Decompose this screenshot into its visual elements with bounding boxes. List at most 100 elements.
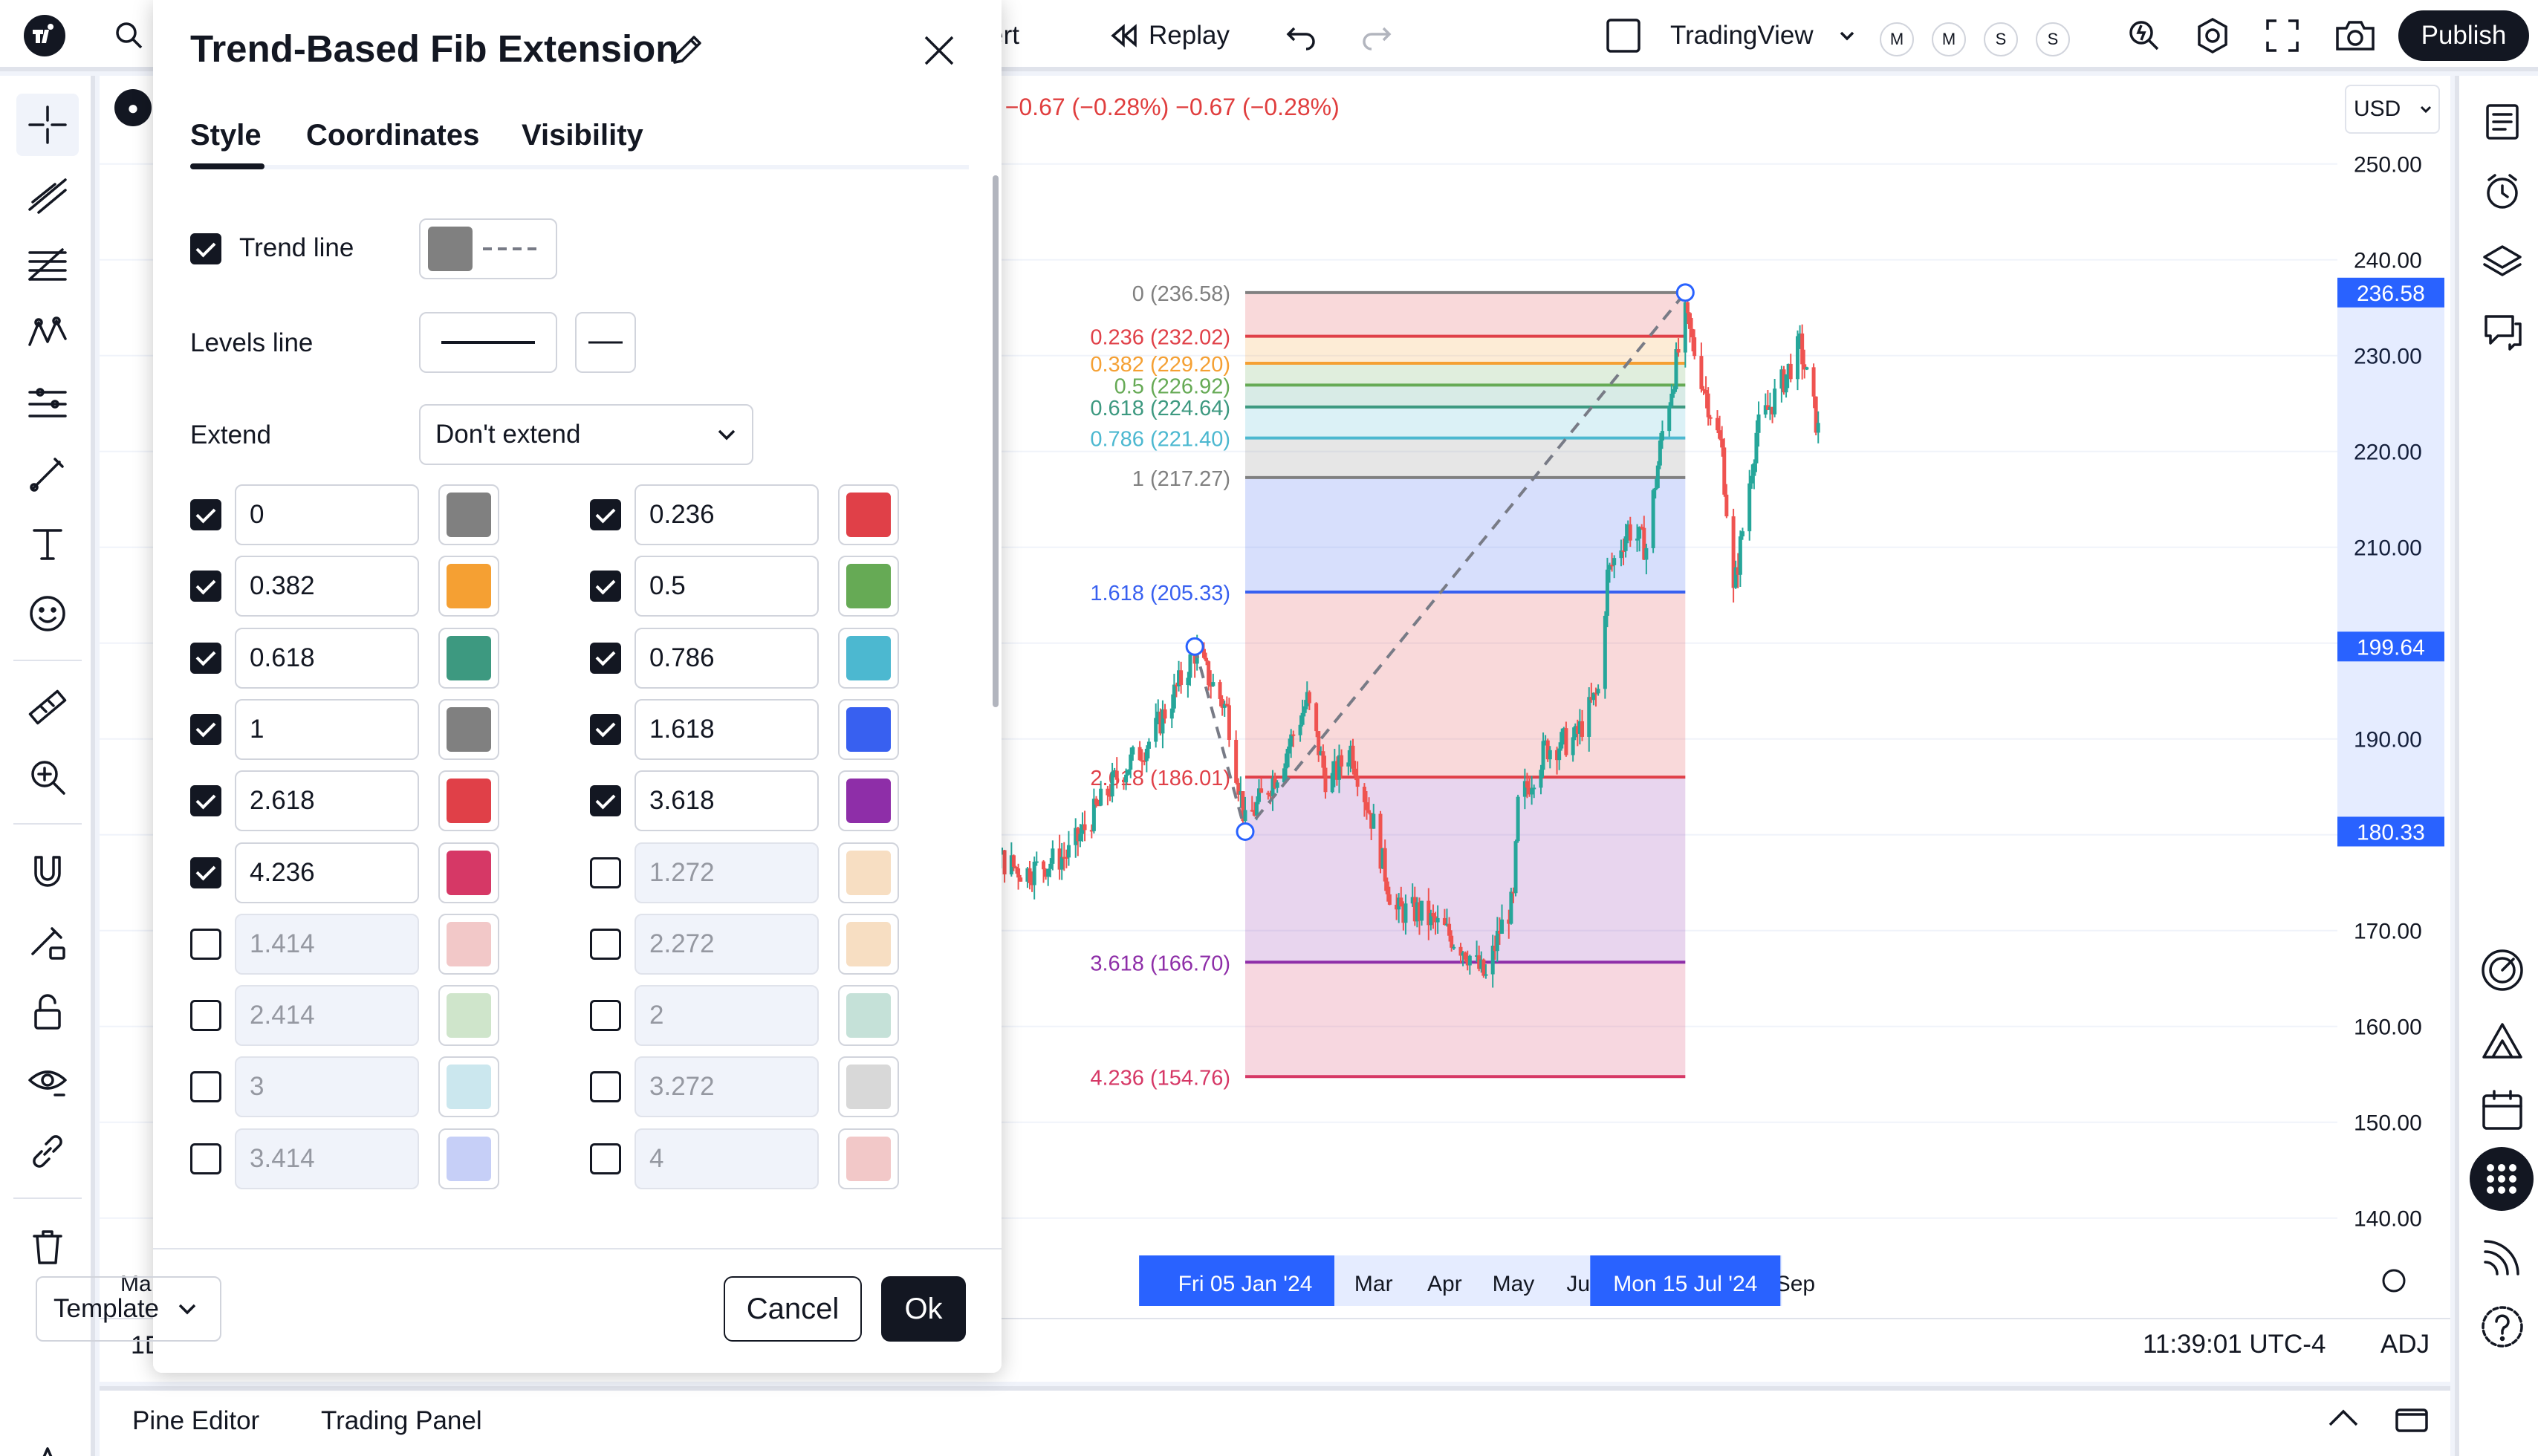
level-value-input[interactable]: 0.236 xyxy=(634,484,819,545)
crosshair-icon[interactable] xyxy=(16,94,79,156)
level-color-button[interactable] xyxy=(838,627,899,689)
chart-area[interactable]: 0 (236.58) 0.236 (232.02) 0.382 (229.20) 0.… xyxy=(100,76,2450,1382)
layout-chip-4[interactable]: S xyxy=(2036,22,2070,56)
chevron-up-icon[interactable] xyxy=(2326,1407,2361,1433)
help-icon[interactable] xyxy=(2474,1299,2531,1355)
chart-canvas[interactable]: 0 (236.58)0.236 (232.02)0.382 (229.20)0.… xyxy=(100,76,2450,1318)
tab-trading-panel[interactable]: Trading Panel xyxy=(321,1406,482,1435)
level-color-button[interactable] xyxy=(438,985,499,1047)
eye-icon[interactable] xyxy=(16,1050,79,1113)
level-value-input[interactable]: 3.414 xyxy=(235,1128,419,1189)
level-value-input[interactable]: 0.5 xyxy=(634,556,819,617)
level-checkbox[interactable] xyxy=(190,713,221,745)
level-color-button[interactable] xyxy=(438,1056,499,1118)
level-checkbox[interactable] xyxy=(190,928,221,960)
alarm-clock-icon[interactable] xyxy=(2474,163,2531,220)
publish-button[interactable]: Publish xyxy=(2398,10,2529,61)
tab-visibility[interactable]: Visibility xyxy=(522,119,643,152)
trend-anchor-handle[interactable] xyxy=(1185,637,1204,656)
level-value-input[interactable]: 1.618 xyxy=(634,698,819,760)
level-checkbox[interactable] xyxy=(590,1071,621,1103)
level-checkbox[interactable] xyxy=(590,1143,621,1174)
level-color-button[interactable] xyxy=(838,484,899,545)
layout-chip-2[interactable]: M xyxy=(1932,22,1966,56)
ok-button[interactable]: Ok xyxy=(881,1276,966,1342)
layout-chip-1[interactable]: M xyxy=(1880,22,1914,56)
text-tool-icon[interactable] xyxy=(16,513,79,575)
brush-icon[interactable] xyxy=(16,443,79,505)
level-color-button[interactable] xyxy=(438,556,499,617)
level-color-button[interactable] xyxy=(438,698,499,760)
level-color-button[interactable] xyxy=(438,1128,499,1189)
level-value-input[interactable]: 2 xyxy=(634,985,819,1047)
level-value-input[interactable]: 1.272 xyxy=(634,842,819,903)
trend-line-tools-icon[interactable] xyxy=(16,163,79,226)
close-icon[interactable] xyxy=(918,30,960,75)
tab-style[interactable]: Style xyxy=(190,119,262,152)
camera-icon[interactable] xyxy=(2334,0,2376,71)
level-value-input[interactable]: 4.236 xyxy=(235,842,419,903)
level-checkbox[interactable] xyxy=(590,857,621,888)
calendar-icon[interactable] xyxy=(2474,1082,2531,1138)
level-checkbox[interactable] xyxy=(590,571,621,602)
level-value-input[interactable]: 0.382 xyxy=(235,556,419,617)
level-value-input[interactable]: 0.786 xyxy=(634,627,819,689)
level-checkbox[interactable] xyxy=(190,1071,221,1103)
symbol-logo-icon[interactable]: ● xyxy=(114,89,152,126)
tab-pine-editor[interactable]: Pine Editor xyxy=(132,1406,260,1435)
link-icon[interactable] xyxy=(16,1120,79,1183)
trash-icon[interactable] xyxy=(16,1215,79,1278)
maximize-panel-icon[interactable] xyxy=(2394,1404,2430,1437)
template-button[interactable]: Template xyxy=(36,1276,221,1342)
level-checkbox[interactable] xyxy=(190,1143,221,1174)
level-color-button[interactable] xyxy=(838,1128,899,1189)
level-color-button[interactable] xyxy=(838,556,899,617)
level-color-button[interactable] xyxy=(438,842,499,903)
level-value-input[interactable]: 2.414 xyxy=(235,985,419,1047)
currency-select[interactable]: USD xyxy=(2345,85,2440,134)
level-value-input[interactable]: 3.618 xyxy=(634,770,819,832)
level-value-input[interactable]: 3 xyxy=(235,1056,419,1118)
level-checkbox[interactable] xyxy=(190,1000,221,1032)
level-checkbox[interactable] xyxy=(190,571,221,602)
levels-line-style-button[interactable] xyxy=(419,312,557,373)
dialog-scrollbar[interactable] xyxy=(993,175,999,707)
layout-chip-3[interactable]: S xyxy=(1984,22,2018,56)
level-value-input[interactable]: 1 xyxy=(235,698,419,760)
quick-search-icon[interactable] xyxy=(2125,0,2164,71)
redo-icon[interactable] xyxy=(1360,0,1392,71)
level-checkbox[interactable] xyxy=(590,1000,621,1032)
level-checkbox[interactable] xyxy=(590,642,621,674)
signal-icon[interactable] xyxy=(2474,1229,2531,1285)
tab-coordinates[interactable]: Coordinates xyxy=(306,119,480,152)
chevron-down-icon[interactable] xyxy=(1838,0,1856,71)
ideas-icon[interactable] xyxy=(2474,1012,2531,1068)
fib-tools-icon[interactable] xyxy=(16,233,79,296)
cancel-button[interactable]: Cancel xyxy=(724,1276,862,1342)
pencil-icon[interactable] xyxy=(667,30,707,74)
layers-icon[interactable] xyxy=(2474,233,2531,290)
level-color-button[interactable] xyxy=(838,1056,899,1118)
undo-icon[interactable] xyxy=(1285,0,1318,71)
adj-toggle[interactable]: ADJ xyxy=(2380,1330,2430,1359)
fullscreen-icon[interactable] xyxy=(2265,0,2300,71)
level-checkbox[interactable] xyxy=(590,928,621,960)
level-value-input[interactable]: 4 xyxy=(634,1128,819,1189)
level-color-button[interactable] xyxy=(838,770,899,832)
unlock-icon[interactable] xyxy=(16,981,79,1043)
chat-icon[interactable] xyxy=(2474,303,2531,360)
level-value-input[interactable]: 3.272 xyxy=(634,1056,819,1118)
level-checkbox[interactable] xyxy=(190,499,221,530)
trend-anchor-handle[interactable] xyxy=(1675,283,1695,302)
replay-button[interactable]: Replay xyxy=(1107,0,1230,71)
trend-line-style-button[interactable] xyxy=(419,218,557,279)
level-value-input[interactable]: 0 xyxy=(235,484,419,545)
layout-square-icon[interactable] xyxy=(1605,0,1642,71)
trend-line-checkbox[interactable] xyxy=(190,233,221,264)
level-checkbox[interactable] xyxy=(190,785,221,817)
level-checkbox[interactable] xyxy=(190,642,221,674)
level-value-input[interactable]: 2.618 xyxy=(235,770,419,832)
level-value-input[interactable]: 0.618 xyxy=(235,627,419,689)
forecast-tools-icon[interactable] xyxy=(16,373,79,435)
trend-anchor-handle[interactable] xyxy=(1236,822,1255,841)
